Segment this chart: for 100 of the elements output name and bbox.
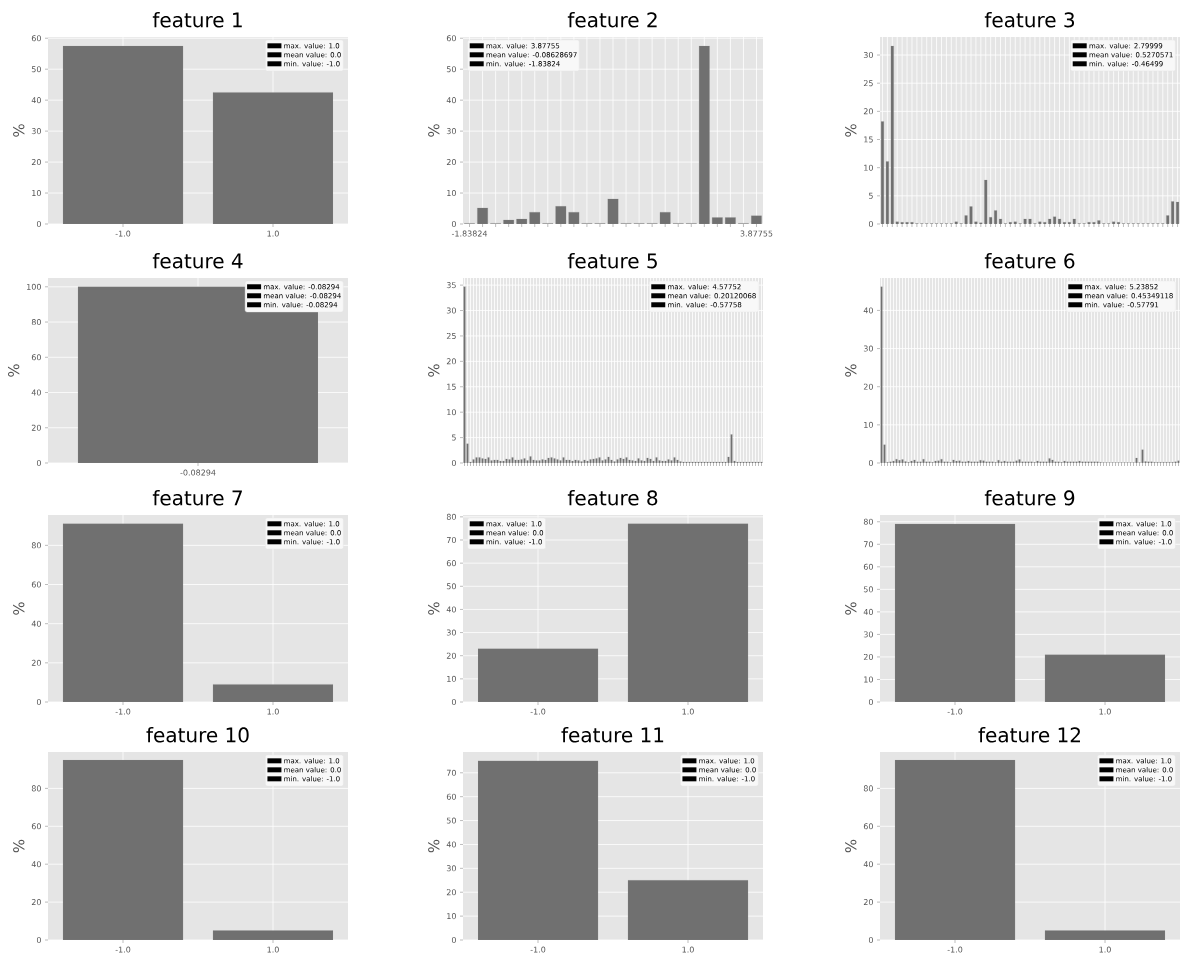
y-tick-label: 80	[863, 785, 873, 792]
y-tick-label: 100	[27, 283, 41, 290]
y-axis-title: %	[845, 602, 857, 615]
y-tick-label: 30	[446, 307, 456, 314]
y-tick-label: 20	[446, 159, 456, 166]
y-tick-label: 20	[446, 889, 456, 896]
y-tick-label: 0	[451, 937, 456, 944]
x-tick-label: -1.0	[530, 708, 546, 715]
y-axis-title: %	[428, 364, 440, 377]
y-tick-label: 40	[863, 608, 873, 615]
chart-title: feature 12	[978, 727, 1080, 743]
y-tick-label: 60	[31, 823, 41, 830]
y-tick-label: 0	[36, 937, 41, 944]
chart-title: feature 11	[561, 727, 664, 743]
y-tick-label: 30	[446, 629, 456, 636]
bar	[725, 217, 736, 225]
y-tick-label: 10	[32, 190, 41, 197]
chart-title: feature 9	[984, 490, 1075, 506]
x-tick-label: 1.0	[1099, 708, 1111, 715]
y-tick-label: 70	[446, 769, 456, 776]
y-axis-title: %	[428, 839, 440, 853]
y-tick-label: 80	[446, 513, 456, 520]
y-tick-label: 10	[864, 676, 873, 683]
y-tick-label: 60	[31, 581, 41, 588]
y-tick-label: 0	[36, 699, 41, 706]
y-tick-label: 50	[446, 817, 456, 824]
x-tick-label: -1.83824	[451, 230, 488, 237]
y-tick-label: 20	[446, 358, 456, 365]
y-tick-label: 60	[863, 823, 873, 830]
x-tick-label: 1.0	[682, 708, 694, 715]
y-tick-label: 40	[446, 97, 456, 104]
chart-title: feature 5	[567, 253, 657, 269]
y-tick-label: 20	[863, 653, 873, 660]
y-tick-label: 0	[36, 221, 41, 228]
chart-title: feature 1	[152, 12, 242, 28]
x-tick-label: -1.0	[115, 708, 131, 715]
chart-title: feature 6	[984, 253, 1075, 269]
y-tick-label: 0	[451, 460, 456, 467]
y-tick-label: 5	[452, 434, 456, 441]
y-tick-label: 50	[446, 66, 456, 73]
y-tick-label: 30	[31, 128, 41, 135]
y-tick-label: 0	[451, 699, 456, 706]
bar	[712, 217, 723, 225]
y-tick-label: 5	[869, 192, 873, 199]
y-tick-label: 60	[446, 560, 456, 567]
y-tick-label: 60	[446, 35, 456, 42]
y-tick-label: 10	[447, 675, 456, 682]
y-tick-label: 25	[446, 332, 456, 339]
bar	[477, 207, 488, 225]
x-tick-label: 3.87755	[740, 230, 773, 237]
y-axis-title: %	[428, 124, 440, 137]
x-tick-label: 1.0	[682, 946, 694, 953]
x-tick-label: 1.0	[267, 946, 279, 953]
y-tick-label: 40	[446, 841, 456, 848]
y-tick-label: 40	[31, 861, 41, 868]
y-tick-label: 20	[863, 899, 873, 906]
y-axis-title: %	[428, 602, 440, 615]
y-axis-title: %	[13, 124, 25, 137]
y-tick-label: 35	[446, 282, 456, 289]
y-tick-label: 70	[863, 541, 873, 548]
y-tick-label: 10	[447, 913, 456, 920]
y-tick-label: 20	[446, 652, 456, 659]
x-tick-label: 1.0	[267, 708, 279, 715]
y-tick-label: 0	[868, 699, 873, 706]
y-axis-title: %	[845, 124, 857, 137]
y-tick-label: 20	[31, 899, 41, 906]
bar	[751, 215, 762, 225]
x-tick-label: -0.08294	[180, 469, 216, 476]
y-tick-label: 40	[31, 620, 41, 627]
y-tick-label: 50	[863, 586, 873, 593]
y-tick-label: 30	[446, 865, 456, 872]
y-axis-title: %	[845, 364, 857, 377]
y-tick-label: 0	[451, 221, 456, 228]
y-tick-label: 70	[446, 537, 456, 544]
y-tick-label: 20	[863, 108, 873, 115]
y-tick-label: 40	[863, 307, 873, 314]
y-tick-label: 80	[31, 319, 41, 326]
y-tick-label: 60	[863, 563, 873, 570]
y-tick-label: 40	[446, 606, 456, 613]
x-tick-label: -1.0	[947, 708, 963, 715]
chart-title: feature 8	[567, 490, 658, 506]
y-tick-label: 20	[31, 424, 41, 431]
y-tick-label: 15	[447, 383, 456, 390]
y-tick-label: 30	[863, 345, 873, 352]
bar	[503, 219, 514, 225]
y-tick-label: 15	[864, 136, 873, 143]
y-tick-label: 25	[863, 80, 873, 87]
y-tick-label: 50	[446, 583, 456, 590]
y-tick-label: 40	[863, 861, 873, 868]
y-tick-label: 60	[31, 354, 41, 361]
chart-title: feature 7	[152, 490, 242, 506]
x-tick-label: -1.0	[530, 946, 546, 953]
y-axis-title: %	[845, 839, 857, 853]
y-tick-label: 20	[863, 383, 873, 390]
y-tick-label: 10	[864, 164, 873, 171]
y-axis-title: %	[7, 364, 20, 377]
y-tick-label: 0	[36, 460, 41, 467]
chart-title: feature 3	[984, 12, 1075, 28]
y-tick-label: 0	[868, 220, 873, 228]
chart-title: feature 4	[152, 253, 243, 269]
